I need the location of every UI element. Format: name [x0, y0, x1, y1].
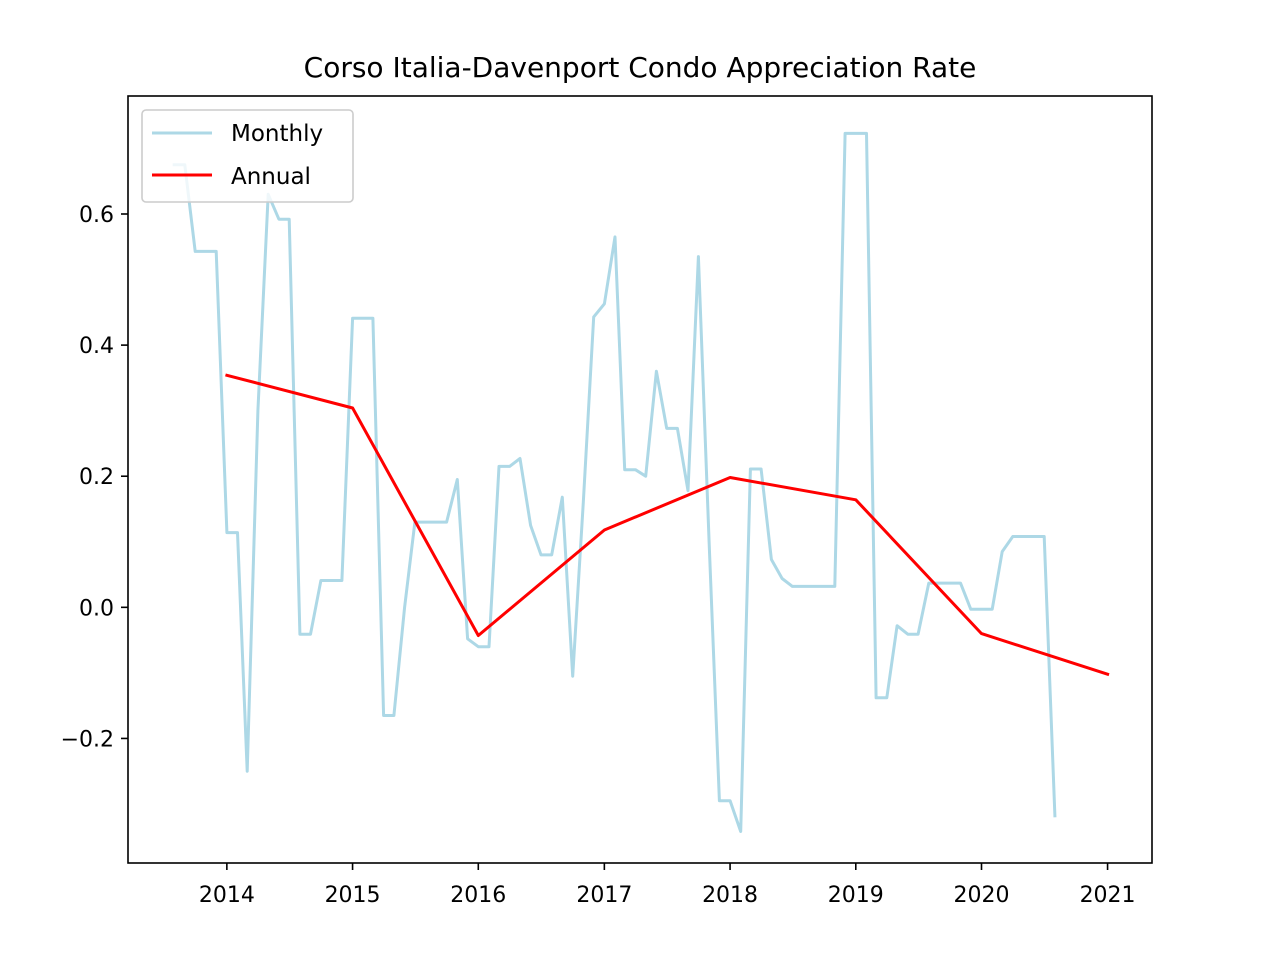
series-line-monthly: [172, 131, 1057, 833]
x-tick-label: 2018: [702, 883, 758, 908]
x-tick-label: 2020: [954, 883, 1010, 908]
legend: Monthly Annual: [141, 109, 354, 203]
series-layer: [172, 131, 1110, 833]
y-tick-label: 0.4: [79, 334, 114, 359]
series-line-annual: [225, 373, 1110, 677]
y-tick-label: 0.6: [79, 203, 114, 228]
x-tick-label: 2021: [1080, 883, 1136, 908]
x-tick-label: 2016: [450, 883, 506, 908]
y-tick-label: 0.0: [79, 596, 114, 621]
legend-label-annual: Annual: [231, 164, 311, 190]
x-tick-label: 2014: [199, 883, 255, 908]
x-tick-label: 2019: [828, 883, 884, 908]
plot-area-frame: [127, 95, 1153, 864]
x-tick-label: 2015: [325, 883, 381, 908]
chart-title: Corso Italia-Davenport Condo Appreciatio…: [304, 51, 977, 84]
y-tick-label: −0.2: [61, 727, 114, 752]
y-axis: −0.2 0.0 0.2 0.4 0.6: [61, 203, 128, 752]
legend-label-monthly: Monthly: [231, 121, 323, 147]
x-axis: 2014 2015 2016 2017 2018 2019 2020 2021: [199, 863, 1136, 908]
x-tick-label: 2017: [576, 883, 632, 908]
y-tick-label: 0.2: [79, 465, 114, 490]
